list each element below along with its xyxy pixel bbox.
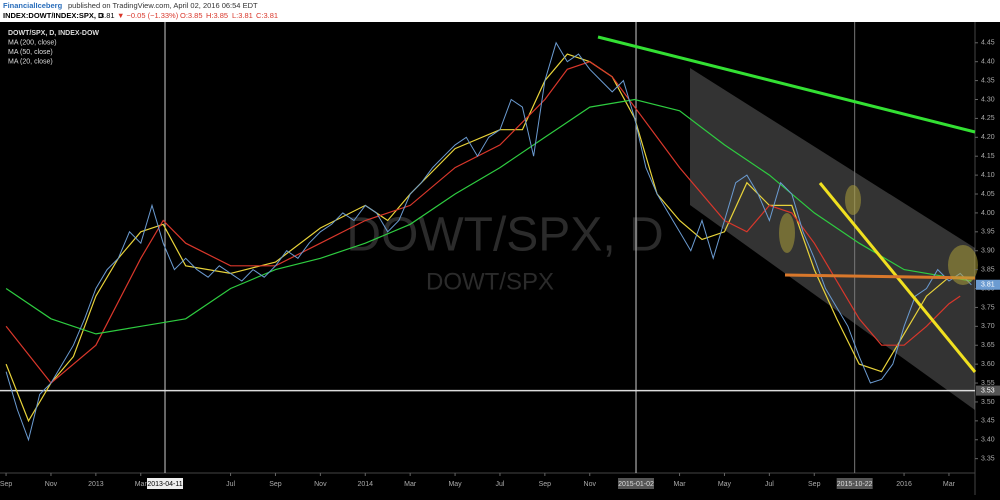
last-value: 3.81 [100, 11, 115, 20]
y-tick-label: 4.35 [981, 77, 995, 84]
symbol: INDEX:DOWT/INDEX:SPX, D [3, 11, 104, 20]
x-tick-label: 2016 [896, 481, 912, 488]
x-tick-label: May [448, 481, 462, 488]
y-tick-label: 3.95 [981, 229, 995, 236]
y-tick-label: 3.75 [981, 304, 995, 311]
y-tick-label: 3.50 [981, 399, 995, 406]
x-tick-label: Mar [135, 481, 148, 488]
y-tick-label: 3.70 [981, 323, 995, 330]
price-label: 3.53 [981, 387, 995, 394]
y-tick-label: 3.90 [981, 248, 995, 255]
y-tick-label: 4.10 [981, 172, 995, 179]
x-tick-label: Nov [314, 481, 327, 488]
x-tick-label: Mar [943, 481, 956, 488]
highlight [948, 245, 978, 285]
legend-label: MA (50, close) [8, 49, 53, 56]
last-label: 3.81 [981, 282, 995, 289]
watermark-sub: DOWT/SPX [426, 268, 554, 295]
x-tick-label: 2014 [357, 481, 373, 488]
x-tick-label: Mar [674, 481, 687, 488]
legend-label: DOWT/SPX, D, INDEX-DOW [8, 30, 99, 37]
marker-label: 2013-04-11 [147, 481, 182, 488]
x-tick-label: Sep [539, 481, 552, 488]
series-line [5, 61, 961, 384]
highlight [845, 185, 861, 215]
last-label-bg [976, 279, 1000, 290]
watermark: DOWT/SPX, D [346, 209, 663, 262]
x-tick-label: Jul [226, 481, 235, 488]
y-tick-label: 4.20 [981, 134, 995, 141]
y-tick-label: 4.40 [981, 59, 995, 66]
highlight [779, 213, 795, 253]
publisher[interactable]: FinancialIceberg [3, 1, 63, 10]
series-line [5, 41, 972, 442]
x-tick-label: Jul [765, 481, 774, 488]
series-line [5, 98, 972, 335]
marker-label: 2015-01-02 [618, 481, 654, 488]
y-tick-label: 4.45 [981, 40, 995, 47]
y-tick-label: 4.25 [981, 115, 995, 122]
y-tick-label: 4.00 [981, 210, 995, 217]
y-tick-label: 4.05 [981, 191, 995, 198]
marker-label-bg [147, 478, 184, 489]
x-tick-label: Sep [269, 481, 282, 488]
marker-label: 2015-10-22 [837, 481, 873, 488]
x-tick-label: 2013 [88, 481, 104, 488]
channel [690, 68, 975, 410]
x-tick-label: May [718, 481, 732, 488]
low: L:3.81 [232, 11, 253, 20]
x-tick-label: Mar [404, 481, 417, 488]
legend-label: MA (200, close) [8, 39, 57, 46]
y-tick-label: 4.15 [981, 153, 995, 160]
y-tick-label: 3.35 [981, 456, 995, 463]
y-tick-label: 3.40 [981, 437, 995, 444]
x-tick-label: Sep [0, 481, 12, 488]
trend-line [597, 35, 976, 134]
y-tick-label: 3.65 [981, 342, 995, 349]
plot [0, 22, 975, 473]
price-label-bg [976, 385, 1000, 396]
high: H:3.85 [206, 11, 228, 20]
y-tick-label: 3.60 [981, 361, 995, 368]
close: C:3.81 [256, 11, 278, 20]
legend-label: MA (20, close) [8, 58, 53, 65]
marker-label-bg [836, 478, 873, 489]
x-tick-label: Sep [808, 481, 821, 488]
open: O:3.85 [180, 11, 203, 20]
x-tick-label: Nov [584, 481, 597, 488]
x-tick-label: Nov [45, 481, 58, 488]
y-tick-label: 3.55 [981, 380, 995, 387]
x-tick-label: Jul [495, 481, 504, 488]
header-bar [0, 0, 1000, 22]
marker-label-bg [618, 478, 655, 489]
y-tick-label: 3.85 [981, 266, 995, 273]
published: published on TradingView.com, April 02, … [68, 1, 258, 10]
y-tick-label: 4.30 [981, 96, 995, 103]
trend-line [784, 273, 976, 280]
change: ▼ −0.05 (−1.33%) [117, 11, 179, 20]
y-tick-label: 3.45 [981, 418, 995, 425]
